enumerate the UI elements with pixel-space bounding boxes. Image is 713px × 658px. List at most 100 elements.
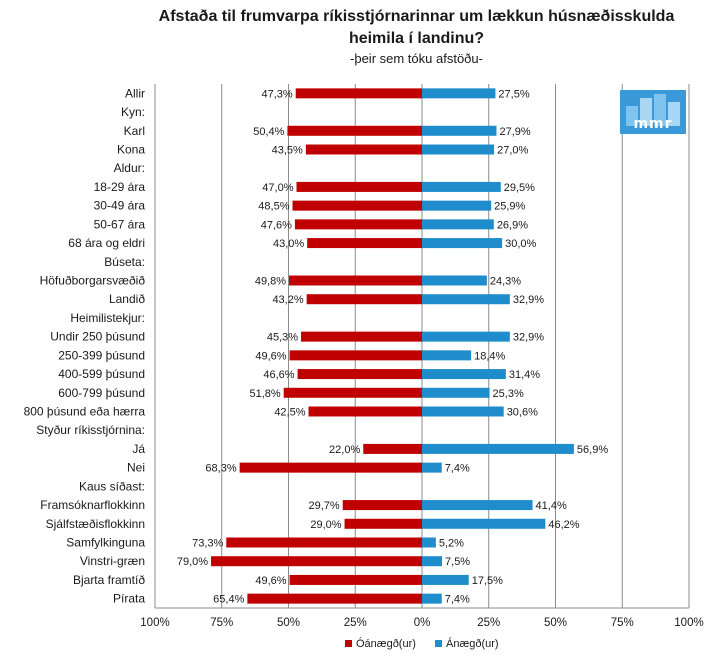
bar-neg	[342, 500, 422, 511]
x-tick-label: 100%	[140, 617, 169, 629]
category-label: Samfylkinguna	[66, 536, 145, 550]
bar-pos	[422, 88, 496, 99]
bar-pos	[422, 125, 497, 136]
data-label-pos: 7,4%	[445, 594, 470, 606]
category-label: 600-799 þúsund	[58, 386, 145, 400]
mmr-logo: mmr	[620, 90, 686, 134]
chart-title-line2: heimila í landinu?	[348, 30, 485, 47]
bar-neg	[247, 593, 422, 604]
bar-neg	[292, 200, 422, 211]
x-tick-label: 25%	[344, 617, 367, 629]
data-label-pos: 30,6%	[507, 407, 538, 419]
bar-neg	[344, 518, 422, 529]
category-label: Karl	[124, 124, 145, 138]
bar-neg	[307, 238, 422, 249]
category-label: 68 ára og eldri	[68, 236, 145, 250]
data-label-neg: 29,7%	[308, 500, 339, 512]
data-label-neg: 65,4%	[213, 594, 244, 606]
x-tick-label: 75%	[210, 617, 233, 629]
data-label-neg: 29,0%	[310, 519, 341, 531]
logo-column-2	[640, 98, 652, 126]
category-label: 30-49 ára	[94, 199, 146, 213]
category-label: Höfuðborgarsvæðið	[40, 274, 146, 288]
mmr-logo-graphic	[620, 90, 686, 134]
bar-neg	[305, 144, 422, 155]
data-label-pos: 30,0%	[505, 238, 536, 250]
data-label-neg: 47,6%	[261, 219, 292, 231]
bar-neg	[301, 331, 422, 342]
bar-pos	[422, 443, 574, 454]
bar-neg	[296, 181, 422, 192]
bar-pos	[422, 574, 469, 585]
chart-subtitle: -þeir sem tóku afstöðu-	[350, 51, 483, 66]
bar-pos	[422, 200, 492, 211]
category-label: Vinstri-græn	[80, 554, 145, 568]
category-label: Undir 250 þúsund	[50, 330, 145, 344]
bar-pos	[422, 369, 506, 380]
data-label-neg: 47,0%	[262, 182, 293, 194]
category-label: 800 þúsund eða hærra	[24, 405, 146, 419]
logo-column-1	[626, 106, 638, 126]
bar-neg	[287, 125, 422, 136]
category-label: 250-399 þúsund	[58, 348, 145, 362]
category-label: Bjarta framtíð	[73, 573, 145, 587]
logo-column-3	[654, 94, 666, 126]
category-label: Nei	[127, 461, 145, 475]
data-label-neg: 50,4%	[253, 126, 284, 138]
data-label-pos: 17,5%	[472, 575, 503, 587]
category-label: Sjálfstæðisflokkinn	[46, 517, 145, 531]
legend-label-pos: Ánægð(ur)	[446, 637, 499, 650]
bar-pos	[422, 181, 501, 192]
data-label-pos: 24,3%	[490, 276, 521, 288]
category-label: Kona	[117, 143, 145, 157]
data-label-neg: 46,6%	[263, 369, 294, 381]
category-label: Framsóknarflokkinn	[40, 498, 145, 512]
group-header-label: Aldur:	[114, 161, 145, 175]
data-label-neg: 68,3%	[205, 463, 236, 475]
category-label: 50-67 ára	[94, 217, 146, 231]
bar-pos	[422, 238, 503, 249]
data-label-pos: 41,4%	[536, 500, 567, 512]
x-tick-label: 75%	[611, 617, 634, 629]
data-label-neg: 49,6%	[255, 575, 286, 587]
group-header-label: Kyn:	[121, 105, 145, 119]
data-label-pos: 25,3%	[493, 388, 524, 400]
data-label-neg: 42,5%	[274, 407, 305, 419]
x-tick-label: 25%	[477, 617, 500, 629]
bar-neg	[239, 462, 422, 473]
data-label-pos: 27,9%	[499, 126, 530, 138]
category-label: 400-599 þúsund	[58, 367, 145, 381]
logo-text: mmr	[633, 116, 673, 132]
bar-pos	[422, 294, 510, 305]
group-header-label: Heimilistekjur:	[70, 311, 145, 325]
bar-pos	[422, 350, 472, 361]
data-label-pos: 18,4%	[474, 350, 505, 362]
data-label-pos: 7,5%	[445, 556, 470, 568]
bar-pos	[422, 537, 436, 548]
data-label-neg: 43,5%	[272, 145, 303, 157]
bar-pos	[422, 144, 495, 155]
bar-neg	[294, 219, 422, 230]
data-label-neg: 79,0%	[177, 556, 208, 568]
data-label-neg: 73,3%	[192, 538, 223, 550]
category-label: Landið	[109, 292, 145, 306]
category-label: Já	[132, 442, 145, 456]
group-header-label: Kaus síðast:	[79, 479, 145, 493]
bar-pos	[422, 518, 546, 529]
chart-title: Afstaða til frumvarpa ríkisstjórnarinnar…	[0, 6, 713, 50]
group-header-label: Styður ríkisstjórnina:	[36, 423, 145, 437]
bar-neg	[283, 387, 422, 398]
x-tick-label: 100%	[674, 617, 703, 629]
data-label-pos: 7,4%	[445, 463, 470, 475]
logo-column-4	[668, 102, 680, 126]
data-label-pos: 27,0%	[497, 145, 528, 157]
bar-pos	[422, 219, 494, 230]
x-tick-label: 50%	[544, 617, 567, 629]
bar-pos	[422, 556, 443, 567]
bar-neg	[211, 556, 422, 567]
bar-pos	[422, 406, 504, 417]
data-label-pos: 31,4%	[509, 369, 540, 381]
data-label-pos: 29,5%	[504, 182, 535, 194]
data-label-pos: 25,9%	[494, 201, 525, 213]
category-label: 18-29 ára	[94, 180, 146, 194]
